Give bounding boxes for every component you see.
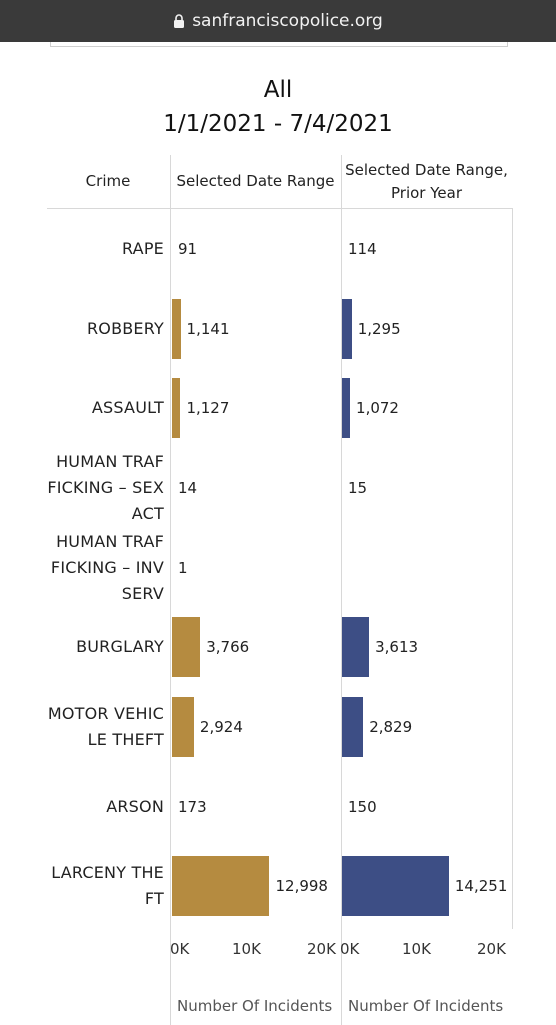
bar-prior-year[interactable]	[342, 856, 449, 917]
crime-label-line: LE THEFT	[87, 730, 164, 750]
data-label: 1	[178, 558, 188, 577]
data-label: 14	[178, 478, 198, 497]
data-label: 114	[348, 239, 377, 258]
crime-label-line: HUMAN TRAF	[56, 451, 164, 471]
x-axis-title: Number Of Incidents	[177, 997, 333, 1015]
bar-selected-range[interactable]	[172, 298, 181, 359]
x-tick-label: 20K	[307, 940, 336, 958]
column-divider	[170, 155, 171, 1025]
lock-icon	[173, 14, 185, 28]
crime-label-line: FICKING – INV	[50, 557, 164, 577]
current-range-header-line: Selected Date Range	[176, 172, 335, 190]
crime-label-line: ASSAULT	[91, 398, 164, 418]
data-label: 2,924	[199, 718, 243, 737]
x-tick-label: 10K	[232, 940, 261, 958]
x-tick-label: 0K	[170, 940, 190, 958]
data-label: 1,295	[357, 319, 401, 338]
bar-selected-range[interactable]	[172, 617, 201, 678]
data-label: 173	[178, 797, 207, 816]
data-label: 2,829	[369, 718, 413, 737]
data-label: 3,613	[375, 638, 419, 657]
x-axis-title: Number Of Incidents	[348, 997, 504, 1015]
crime-label: HUMAN TRAF FICKING – INV SERV	[4, 529, 164, 607]
url-text: sanfranciscopolice.org	[192, 11, 383, 31]
bar-selected-range[interactable]	[172, 378, 181, 439]
embed-frame-edge	[50, 42, 508, 47]
x-tick-label: 10K	[402, 940, 431, 958]
prior-year-header-line: Selected Date Range,	[345, 161, 508, 179]
prior-year-header: Selected Date Range, Prior Year	[341, 159, 512, 205]
crime-label: HUMAN TRAF FICKING – SEX ACT	[4, 449, 164, 527]
bar-selected-range[interactable]	[172, 697, 194, 758]
crime-label: ROBBERY	[4, 316, 164, 342]
browser-address-bar[interactable]: sanfranciscopolice.org	[0, 0, 556, 42]
crime-label: LARCENY THE FT	[4, 860, 164, 912]
crime-label-line: FICKING – SEX	[47, 477, 164, 497]
crime-label-line: MOTOR VEHIC	[47, 704, 164, 724]
crime-label: MOTOR VEHIC LE THEFT	[4, 701, 164, 753]
column-divider	[341, 155, 342, 1025]
bar-prior-year[interactable]	[342, 697, 364, 758]
data-label: 1,141	[186, 319, 230, 338]
header-divider	[47, 208, 513, 209]
crime-label: RAPE	[4, 236, 164, 262]
crime-label: ARSON	[4, 794, 164, 820]
data-label: 91	[178, 239, 198, 258]
data-label: 15	[348, 478, 368, 497]
crime-label-line: SERV	[121, 583, 164, 603]
data-label: 150	[348, 797, 377, 816]
data-label: 3,766	[206, 638, 250, 657]
bar-prior-year[interactable]	[342, 298, 352, 359]
crime-column-header: Crime	[85, 172, 131, 190]
crime-label: ASSAULT	[4, 395, 164, 421]
crime-label-line: BURGLARY	[76, 637, 164, 657]
current-range-header: Selected Date Range	[170, 170, 341, 193]
crime-label-line: LARCENY THE	[51, 863, 164, 883]
crime-label-line: ROBBERY	[86, 318, 164, 338]
column-divider	[512, 209, 513, 929]
data-label: 1,072	[356, 399, 399, 418]
crime-label-line: FT	[144, 889, 164, 909]
chart-title: All	[263, 77, 293, 103]
data-label: 12,998	[275, 877, 328, 896]
crime-label-line: RAPE	[122, 238, 164, 258]
x-tick-label: 20K	[477, 940, 506, 958]
bar-selected-range[interactable]	[172, 856, 270, 917]
crime-label-line: HUMAN TRAF	[56, 531, 164, 551]
data-label: 1,127	[186, 399, 230, 418]
prior-year-header-line: Prior Year	[391, 184, 462, 202]
crime-label-line: ACT	[131, 503, 164, 523]
data-label: 14,251	[454, 877, 508, 896]
chart-subtitle: 1/1/2021 - 7/4/2021	[163, 111, 393, 137]
bar-prior-year[interactable]	[342, 378, 351, 439]
bar-prior-year[interactable]	[342, 617, 370, 678]
crime-label-line: ARSON	[106, 796, 164, 816]
crime-label: BURGLARY	[4, 634, 164, 660]
x-tick-label: 0K	[340, 940, 360, 958]
